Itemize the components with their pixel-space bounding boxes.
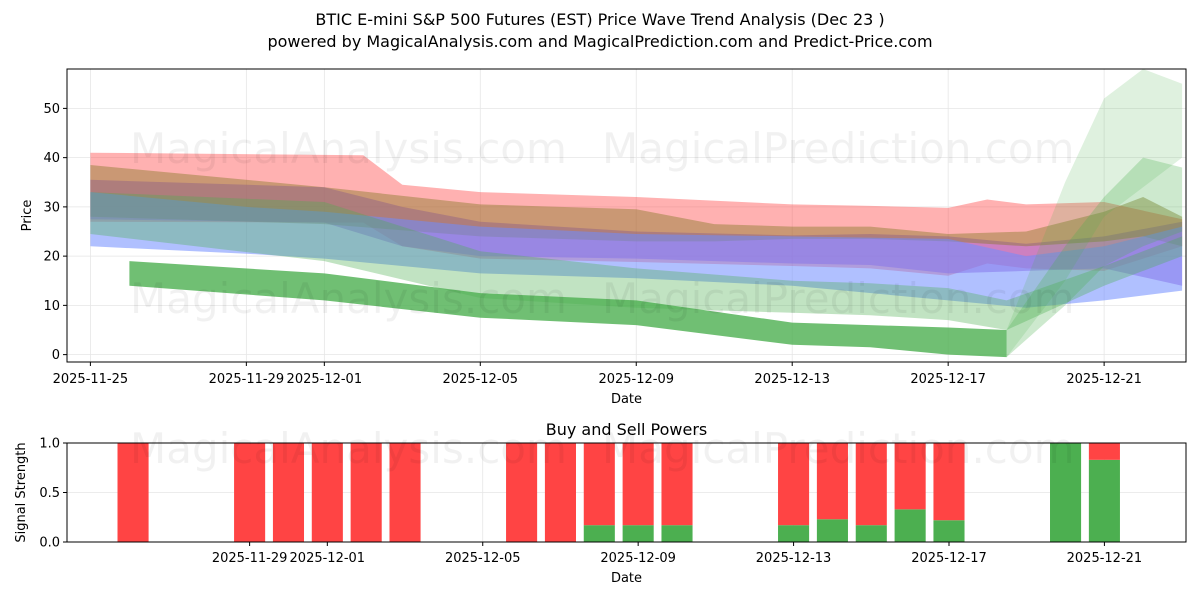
sell-bar xyxy=(117,443,149,542)
signal-title: Buy and Sell Powers xyxy=(546,420,708,439)
sell-bar xyxy=(661,443,693,526)
x-tick-label: 2025-12-17 xyxy=(911,551,987,566)
buy-bar xyxy=(778,525,810,542)
x-tick-label: 2025-12-13 xyxy=(756,551,832,566)
x-tick-label: 2025-12-17 xyxy=(910,372,986,387)
signal-bars xyxy=(117,443,1120,542)
sell-bar xyxy=(622,443,654,526)
watermarks: MagicalAnalysis.com MagicalPrediction.co… xyxy=(130,124,1075,473)
watermark-prediction-bottom: MagicalPrediction.com xyxy=(602,424,1075,473)
sell-bar xyxy=(389,443,421,542)
x-tick-label: 2025-12-01 xyxy=(287,372,363,387)
sell-bar xyxy=(778,443,810,526)
watermark-prediction-mid: MagicalPrediction.com xyxy=(602,274,1075,323)
x-tick-label: 2025-11-29 xyxy=(209,372,285,387)
sell-bar xyxy=(506,443,538,542)
chart-title-line1: BTIC E-mini S&P 500 Futures (EST) Price … xyxy=(315,10,884,29)
x-tick-label: 2025-12-05 xyxy=(443,372,519,387)
x-tick-label: 2025-12-09 xyxy=(600,551,676,566)
y-tick-label: 30 xyxy=(43,200,60,215)
y-tick-label: 0 xyxy=(52,348,60,363)
price-x-axis-label: Date xyxy=(611,392,642,407)
y-tick-label: 0.5 xyxy=(39,486,60,501)
sell-bar xyxy=(544,443,576,542)
y-tick-label: 40 xyxy=(43,151,60,166)
band-blue-band xyxy=(90,192,1183,308)
y-tick-label: 1.0 xyxy=(39,437,60,452)
x-tick-label: 2025-12-05 xyxy=(445,551,521,566)
x-tick-label: 2025-12-01 xyxy=(290,551,366,566)
band-prediction-fan-high xyxy=(1006,69,1183,358)
signal-y-axis-label: Signal Strength xyxy=(14,442,29,542)
sell-bar xyxy=(583,443,615,526)
x-tick-label: 2025-12-09 xyxy=(598,372,674,387)
sell-bar xyxy=(311,443,343,542)
sell-bar xyxy=(234,443,266,542)
y-tick-label: 0.0 xyxy=(39,536,60,551)
sell-bar xyxy=(1088,443,1120,460)
band-prediction-fan-mid xyxy=(1006,157,1183,358)
band-dark-green-band xyxy=(129,261,1007,358)
x-tick-label: 2025-12-21 xyxy=(1066,372,1142,387)
buy-bar xyxy=(1088,459,1120,542)
buy-bar xyxy=(622,525,654,542)
watermark-prediction-top: MagicalPrediction.com xyxy=(602,124,1075,173)
y-tick-label: 20 xyxy=(43,250,60,265)
price-axes-frame xyxy=(66,68,1187,363)
y-tick-label: 50 xyxy=(43,102,60,117)
chart-title-line2: powered by MagicalAnalysis.com and Magic… xyxy=(267,32,932,51)
x-tick-label: 2025-11-25 xyxy=(53,372,129,387)
sell-bar xyxy=(855,443,887,526)
buy-bar xyxy=(855,525,887,542)
band-light-green-band xyxy=(90,192,1183,330)
buy-bar xyxy=(1050,443,1082,542)
price-grid xyxy=(67,69,1186,362)
sell-bar xyxy=(350,443,382,542)
price-y-axis-label: Price xyxy=(20,200,35,232)
buy-bar xyxy=(661,525,693,542)
signal-plot: 0.0 0.5 1.0 2025-11-29 2025-12-01 2025-12-05 2… xyxy=(14,420,1187,586)
buy-bar xyxy=(816,519,848,542)
signal-x-axis-label: Date xyxy=(611,571,642,586)
x-tick-label: 2025-12-13 xyxy=(754,372,830,387)
watermark-analysis-bottom: MagicalAnalysis.com xyxy=(130,424,567,473)
y-tick-label: 10 xyxy=(43,299,60,314)
buy-bar xyxy=(933,520,965,542)
sell-bar xyxy=(816,443,848,520)
buy-bar xyxy=(894,509,926,542)
buy-bar xyxy=(583,525,615,542)
sell-bar xyxy=(894,443,926,510)
x-tick-label: 2025-11-29 xyxy=(212,551,288,566)
x-tick-label: 2025-12-21 xyxy=(1067,551,1143,566)
watermark-analysis-top: MagicalAnalysis.com xyxy=(130,124,567,173)
sell-bar xyxy=(933,443,965,521)
price-bands xyxy=(90,69,1183,358)
sell-bar xyxy=(272,443,305,542)
watermark-analysis-mid: MagicalAnalysis.com xyxy=(130,274,567,323)
